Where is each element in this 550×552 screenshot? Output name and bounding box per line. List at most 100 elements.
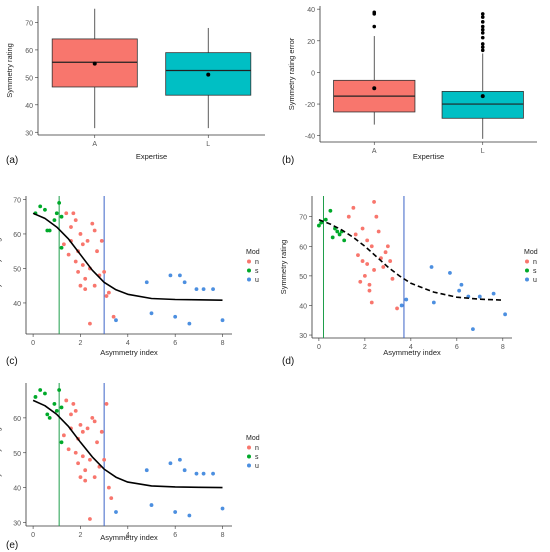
panel-e-legend-label-s: s [255,454,259,461]
panel-c-point-n [73,218,78,223]
panel-c-point-n [104,294,109,298]
panel-c-point-s [52,218,57,223]
panel-c-legend-label-n: n [255,259,259,266]
panel-c-point-n [111,314,116,319]
panel-c-y-tick-label: 70 [13,197,21,204]
panel-a-x-tick-label: L [206,141,210,148]
panel-a-mean-L [206,72,211,77]
panel-e-point-s [54,409,59,413]
panel-b-outlier [372,24,377,29]
panel-c-point-u [194,287,199,292]
panel-e-point-s [38,388,43,392]
panel-c-point-s [54,211,59,216]
panel-d-legend-key-n [525,259,529,264]
panel-d-point-n [353,232,358,237]
panel-c-point-n [90,221,95,226]
panel-e-legend-label-n: n [255,445,259,452]
panel-e-point-u [168,461,173,466]
panel-c-point-n [66,252,71,257]
panel-d-y-tick-label: 50 [299,274,307,281]
panel-e-point-n [73,450,78,455]
panel-c-point-n [99,238,104,243]
panel-c-point-n [78,232,83,236]
panel-e-legend-key-s [247,454,251,459]
panel-c-x-axis-title: Asymmetry index [100,348,158,357]
panel-d-legend-label-u: u [533,277,537,284]
panel-e-point-n [64,398,69,403]
panel-b-outlier [480,12,485,16]
panel-e-label: (e) [6,540,18,551]
panel-e-legend-key-u [247,463,251,468]
panel-d-legend-label-n: n [533,259,537,266]
panel-c-point-n [61,242,66,247]
panel-d-point-s [328,208,333,213]
panel-e-point-n [80,454,85,459]
panel-d-point-n [367,288,372,293]
panel-d-point-u [431,300,436,305]
panel-c-legend-key-s [247,268,251,273]
panel-e-point-s [45,412,50,417]
panel-b-y-tick-label: 20 [307,39,315,46]
panel-d-point-n [390,276,395,281]
panel-d-point-s [330,235,335,240]
panel-c-point-u [173,314,178,319]
panel-c-x-tick-label: 2 [79,340,83,347]
panel-c-point-s [59,245,64,250]
panel-e-y-tick-label: 60 [13,416,21,423]
panel-e-point-s [43,391,47,396]
panel-d-y-axis-title: Symmetry rating [279,240,288,295]
panel-e-point-n [95,440,99,445]
panel-b-outlier [480,48,485,53]
panel-c-point-u [201,287,206,292]
panel-a-y-tick-label: 60 [25,48,33,55]
panel-d-point-s [323,217,328,222]
panel-d-y-tick-label: 70 [299,215,307,222]
panel-e-point-n [104,402,109,406]
panel-e-point-n [78,422,83,427]
panel-b-outlier [480,42,485,46]
panel-d-legend-key-u [525,277,529,282]
panel-e-x-tick-label: 4 [126,532,130,539]
panel-e-legend-key-n [247,445,251,450]
panel-d-point-u [503,312,508,317]
panel-d-point-n [372,268,376,272]
panel-d-point-n [376,229,381,234]
panel-c-point-u [187,321,192,326]
panel-e-point-n [83,468,88,473]
panel-e-point-u [201,471,206,476]
panel-e-fit-curve [32,399,223,489]
panel-a-x-tick-label: A [92,141,97,148]
panel-e-point-u [144,468,149,473]
panel-c-point-n [73,259,78,264]
panel-a-mean-A [92,61,97,66]
panel-c-point-n [69,225,73,229]
panel-c-legend-key-u [247,277,251,282]
panel-e-point-u [149,503,154,507]
panel-c-point-u [114,318,118,323]
panel-d-point-n [356,253,360,258]
panel-c-x-tick-label: 0 [31,340,35,347]
panel-d-point-u [457,288,462,293]
panel-e-point-u [182,468,187,473]
panel-d-y-tick-label: 40 [299,303,307,310]
panel-e-point-n [88,517,92,521]
panel-c-point-n [92,283,97,288]
panel-b-mean-A [372,86,377,91]
panel-c-fit-curve [32,212,223,301]
panel-c-point-u [178,273,182,278]
panel-a-box-A [51,38,138,88]
panel-d-point-n [351,205,356,210]
panel-e-point-n [102,457,107,462]
panel-c-x-tick-label: 4 [126,340,130,347]
panel-a-y-axis-title: Symmetry rating [5,43,14,98]
panel-c-point-n [83,276,88,281]
panel-c-point-n [92,228,97,233]
panel-c-point-n [85,238,90,243]
panel-a-label: (a) [6,155,18,166]
panel-d-point-u [429,265,434,269]
panel-e-point-n [83,478,88,483]
panel-e-legend-title: Mod [246,435,260,442]
panel-e-x-tick-label: 0 [31,532,35,539]
panel-b-outlier [480,31,485,35]
panel-c-y-tick-label: 50 [13,266,21,273]
